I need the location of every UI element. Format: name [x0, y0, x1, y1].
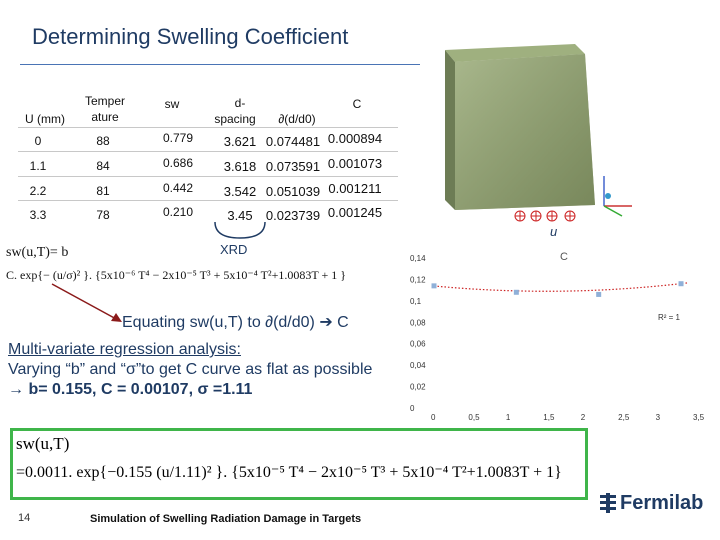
u-axis-label: u	[550, 224, 558, 239]
cell-temp: 78	[96, 208, 110, 222]
xrd-label: XRD	[220, 242, 248, 257]
data-point	[596, 291, 602, 297]
y-tick-label: 0	[410, 404, 415, 413]
cell-sw: 0.779	[162, 131, 194, 145]
cell-temp: 88	[96, 134, 110, 148]
cell-u: 2.2	[29, 184, 47, 198]
cell-sw: 0.210	[162, 205, 194, 219]
cell-d: 3.618	[223, 159, 257, 174]
y-tick-label: 0,12	[410, 275, 426, 284]
c-scatter-chart: C 0 0,02 0,04 0,06 0,08 0,1 0,12 0,14 0 0,5 1 1,5 2 2,…	[410, 251, 705, 422]
cell-u: 1.1	[29, 159, 47, 173]
axis-triad-icon	[603, 176, 632, 217]
trendline	[433, 282, 689, 292]
y-tick-label: 0,06	[410, 340, 426, 349]
cell-sw: 0.686	[162, 156, 194, 170]
y-tick-label: 0,04	[410, 361, 426, 370]
y-tick-label: 0,02	[410, 383, 426, 392]
xrd-bracket	[214, 221, 266, 239]
cell-sw: 0.442	[162, 181, 194, 195]
cell-d: 3.542	[223, 184, 257, 199]
regression-heading: Multi-variate regression analysis:	[8, 341, 241, 358]
y-tick-label: 0,14	[410, 254, 426, 263]
data-point	[513, 289, 519, 295]
table-divider	[18, 127, 398, 128]
result-formula-line-1: sw(u,T)	[16, 434, 70, 453]
cell-d: 3.45	[227, 208, 253, 223]
x-tick-label: 2	[581, 413, 586, 422]
regression-result: → b= 0.155, C = 0.00107, σ =1.11	[8, 381, 253, 398]
regression-description: Varying “b” and “σ”to get C curve as fla…	[8, 361, 373, 378]
cell-d: 3.621	[223, 134, 257, 149]
cell-u: 3.3	[29, 208, 47, 222]
cell-dd: 0.023739	[265, 208, 321, 223]
header-temp-2: ature	[91, 110, 119, 124]
cell-dd: 0.051039	[265, 184, 321, 199]
data-point	[431, 283, 437, 289]
cell-temp: 81	[96, 184, 110, 198]
cell-c: 0.000894	[327, 131, 383, 146]
table-divider	[18, 200, 398, 201]
header-sw: sw	[164, 97, 180, 111]
formula-line-1: sw(u,T)= b	[6, 245, 69, 260]
header-u: U (mm)	[25, 112, 65, 126]
y-tick-label: 0,1	[410, 297, 422, 306]
y-tick-label: 0,08	[410, 318, 426, 327]
cell-c: 0.001211	[328, 181, 382, 196]
cell-dd: 0.073591	[265, 159, 321, 174]
cell-c: 0.001073	[327, 156, 383, 171]
marker-row-icon	[514, 210, 576, 222]
header-c: C	[352, 97, 362, 111]
cell-temp: 84	[96, 159, 110, 173]
equating-text: Equating sw(u,T) to ∂(d/d0) ➔ C	[122, 314, 349, 331]
x-tick-label: 3,5	[693, 413, 705, 422]
sample-block-image	[445, 44, 595, 210]
result-formula-line-2: =0.0011. exp{−0.155 (u/1.11)² }. {5x10⁻⁵…	[16, 464, 562, 481]
cell-u: 0	[34, 134, 42, 148]
x-tick-label: 2,5	[618, 413, 630, 422]
table-divider	[18, 151, 398, 152]
x-tick-label: 1,5	[543, 413, 555, 422]
slide-title: Determining Swelling Coefficient	[32, 24, 349, 49]
title-underline	[20, 64, 420, 65]
x-tick-label: 1	[506, 413, 511, 422]
chart-title: C	[560, 251, 568, 263]
cell-c: 0.001245	[327, 205, 383, 220]
x-tick-label: 3	[656, 413, 661, 422]
regression-block: Multi-variate regression analysis: Varyi…	[8, 340, 408, 400]
header-dd: ∂(d/d0)	[278, 112, 316, 126]
page-number: 14	[18, 512, 31, 524]
r2-label: R² = 1	[658, 313, 681, 322]
table-divider	[18, 176, 398, 177]
data-point	[678, 281, 684, 287]
x-tick-label: 0,5	[468, 413, 480, 422]
fermilab-logo: Fermilab	[620, 492, 704, 514]
fermilab-logo-icon	[600, 493, 616, 513]
result-formula-box	[10, 428, 588, 500]
footer-text: Simulation of Swelling Radiation Damage …	[90, 513, 362, 525]
formula-line-2: C. exp{− (u/σ)² }. {5x10⁻⁶ T⁴ − 2x10⁻⁵ T…	[6, 268, 346, 282]
pointer-arrow-icon	[51, 283, 122, 322]
header-d-1: d-	[234, 96, 246, 110]
header-temp-1: Temper	[84, 94, 125, 108]
cell-dd: 0.074481	[265, 134, 321, 149]
x-tick-label: 0	[431, 413, 436, 422]
header-d-2: spacing	[214, 112, 256, 126]
